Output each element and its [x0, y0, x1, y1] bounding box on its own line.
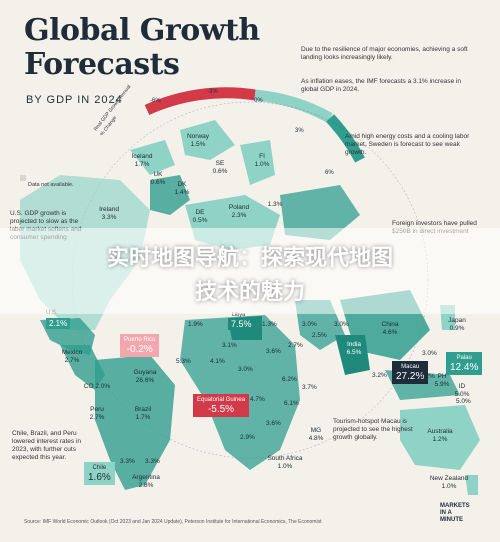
- label-india: India 6.5%: [346, 341, 362, 356]
- note-macau: Tourism-hotspot Macau is projected to se…: [333, 418, 413, 441]
- map-value: 2.9%: [240, 434, 255, 441]
- gauge-tick-4: 3%: [295, 128, 304, 134]
- map-value: 3.0%: [238, 366, 253, 373]
- note-na: Data not available.: [28, 182, 74, 188]
- label-uk: UK 0.6%: [150, 171, 166, 186]
- badge-equatorial-guinea: Equatorial Guinea -5.5%: [193, 394, 250, 417]
- badge-chile: Chile 1.6%: [84, 462, 115, 485]
- label-iceland: Iceland 1.7%: [131, 153, 153, 168]
- gauge-arc-positive-dark: [325, 114, 365, 163]
- map-value: 3.2%: [372, 372, 387, 379]
- label-new-zealand: New Zealand 1.0%: [429, 475, 469, 490]
- logo-line-2: IN A: [440, 510, 452, 516]
- region-iceland: [130, 140, 175, 175]
- label-australia: Australia 1.2%: [427, 428, 453, 443]
- label-libya: 7.5%: [228, 318, 255, 330]
- badge-puerto-rico: Puerto Rico -0.2%: [120, 334, 160, 357]
- gauge-tick-5: 6%: [325, 170, 334, 176]
- label-madagascar: MG 4.8%: [308, 427, 324, 442]
- region-africa: [180, 315, 300, 470]
- label-philippines: PH 5.9%: [434, 373, 450, 388]
- map-value: 2.7%: [288, 342, 303, 349]
- label-peru: Peru 2.7%: [89, 406, 105, 421]
- gauge-tick-1: -6%: [150, 98, 161, 104]
- note-soft-landing: Due to the resilience of major economies…: [301, 46, 468, 61]
- region-eastern-europe: [280, 185, 360, 240]
- map-value: 3.0%: [302, 321, 317, 328]
- title-line-2: Forecasts: [24, 47, 180, 82]
- logo-line-1: MARKETS: [440, 503, 470, 509]
- note-chile: Chile, Brazil, and Peru lowered interest…: [12, 430, 82, 461]
- label-norway: Norway 1.5%: [186, 133, 210, 148]
- label-guyana: Guyana 26.6%: [133, 369, 157, 384]
- page-subtitle: BY GDP IN 2024: [26, 94, 123, 106]
- map-value: 5.0%: [456, 398, 471, 405]
- label-argentina: Argentina 2.8%: [132, 474, 160, 489]
- gauge-tick-3: 0%: [254, 98, 263, 104]
- label-china: China 4.6%: [381, 321, 399, 336]
- map-value: 2.2%: [420, 373, 435, 380]
- label-libya-name: Libya: [232, 312, 246, 318]
- label-germany: DE 0.5%: [192, 209, 208, 224]
- source-note: Source: IMF World Economic Outlook (Oct …: [24, 519, 322, 525]
- map-value: 6.2%: [282, 376, 297, 383]
- map-value: 3.1%: [222, 342, 237, 349]
- region-australia: [400, 405, 480, 470]
- map-value: 4.7%: [250, 396, 265, 403]
- label-ireland: Ireland 3.3%: [99, 206, 119, 221]
- banner-line-1: 实时地图导航：探索现代地图: [106, 246, 393, 271]
- gauge-tick-2: -3%: [207, 89, 218, 95]
- region-mexico: [60, 345, 105, 390]
- map-value: 4.1%: [210, 358, 225, 365]
- gauge-arc-positive-light: [254, 89, 333, 123]
- banner-line-2: 技术的魅力: [194, 280, 305, 305]
- label-sweden: SE 0.6%: [212, 160, 228, 175]
- label-denmark: DK 1.4%: [174, 181, 190, 196]
- label-us: 2.1%: [46, 318, 71, 329]
- badge-palau: Palau 12.4%: [446, 352, 483, 375]
- region-norway: [180, 120, 235, 160]
- logo-line-3: MINUTE: [440, 517, 463, 523]
- region-new-zealand: [465, 475, 478, 495]
- map-value: 6.1%: [284, 400, 299, 407]
- map-value: 1.9%: [188, 321, 203, 328]
- label-south-africa: South Africa 1.0%: [267, 455, 303, 470]
- map-value: 5.3%: [176, 358, 191, 365]
- page-title: Global Growth Forecasts: [24, 14, 260, 82]
- legend-na-swatch: [20, 175, 26, 181]
- overlay-banner: [0, 228, 500, 314]
- region-india: [335, 335, 370, 375]
- map-value: 3.3%: [120, 458, 135, 465]
- map-value: 3.0%: [422, 350, 437, 357]
- region-sweden: [240, 140, 275, 185]
- label-mexico: Mexico 2.7%: [61, 349, 83, 364]
- gauge-arc-negative: [144, 87, 256, 116]
- map-value: 3.3%: [145, 458, 160, 465]
- brand-logo: MARKETS IN A MINUTE: [440, 503, 480, 529]
- map-value: 3.7%: [302, 384, 317, 391]
- map-value: 1.3%: [262, 321, 277, 328]
- note-sweden: Amid high energy costs and a cooling lab…: [345, 133, 470, 156]
- map-value: 3.0%: [334, 321, 349, 328]
- label-brazil: Brazil 1.7%: [134, 406, 152, 421]
- label-colombia: CO 2.0%: [83, 383, 111, 390]
- region-south-america: [95, 355, 175, 490]
- label-east-europe: 1.3%: [267, 201, 283, 208]
- map-value: 3.6%: [266, 420, 281, 427]
- badge-macau: Macau 27.2%: [392, 361, 429, 384]
- note-imf-forecast: As inflation eases, the IMF forecasts a …: [301, 78, 462, 93]
- title-line-1: Global Growth: [24, 13, 260, 48]
- label-indonesia: ID 5.0%: [454, 383, 470, 398]
- map-value: 2.5%: [312, 332, 327, 339]
- region-uk: [150, 175, 190, 215]
- label-finland: FI 1.0%: [254, 153, 270, 168]
- label-poland: Poland 2.3%: [228, 204, 250, 219]
- label-japan: Japan 0.9%: [448, 317, 466, 332]
- map-value: 3.6%: [266, 348, 281, 355]
